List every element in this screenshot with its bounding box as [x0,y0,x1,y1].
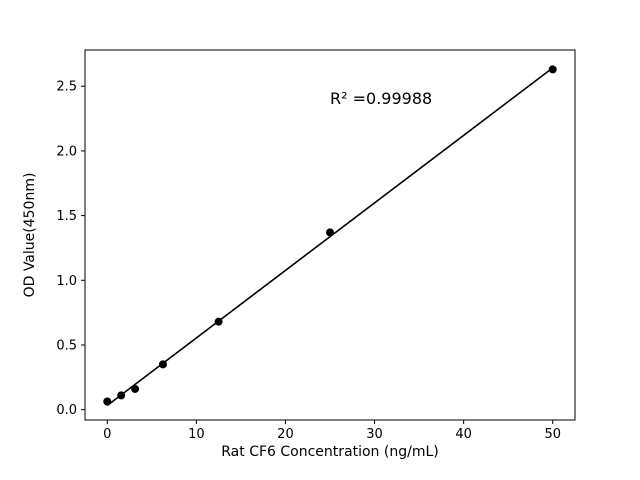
data-point [548,65,557,74]
x-axis-label: Rat CF6 Concentration (ng/mL) [221,444,439,460]
y-tick-label: 2.0 [56,144,77,159]
data-point [214,317,223,326]
y-axis-label: OD Value(450nm) [22,172,38,298]
r-squared-annotation: R² =0.99988 [330,88,433,108]
x-tick-label: 10 [188,427,205,442]
fit-line [106,67,554,407]
x-tick-label: 40 [455,427,472,442]
data-point [103,397,112,406]
x-tick-label: 20 [277,427,294,442]
data-point [131,384,140,393]
x-tick-label: 30 [366,427,383,442]
y-tick-label: 1.0 [56,274,77,289]
data-point [326,228,334,237]
y-tick-label: 0.0 [56,403,77,418]
x-tick-label: 0 [103,427,111,442]
data-point [158,360,167,369]
plot-frame [84,49,576,421]
y-tick-label: 1.5 [56,209,77,224]
y-tick-label: 0.5 [56,338,77,353]
y-tick-label: 2.5 [56,80,77,95]
x-tick-label: 50 [544,427,561,442]
data-point [117,391,126,400]
